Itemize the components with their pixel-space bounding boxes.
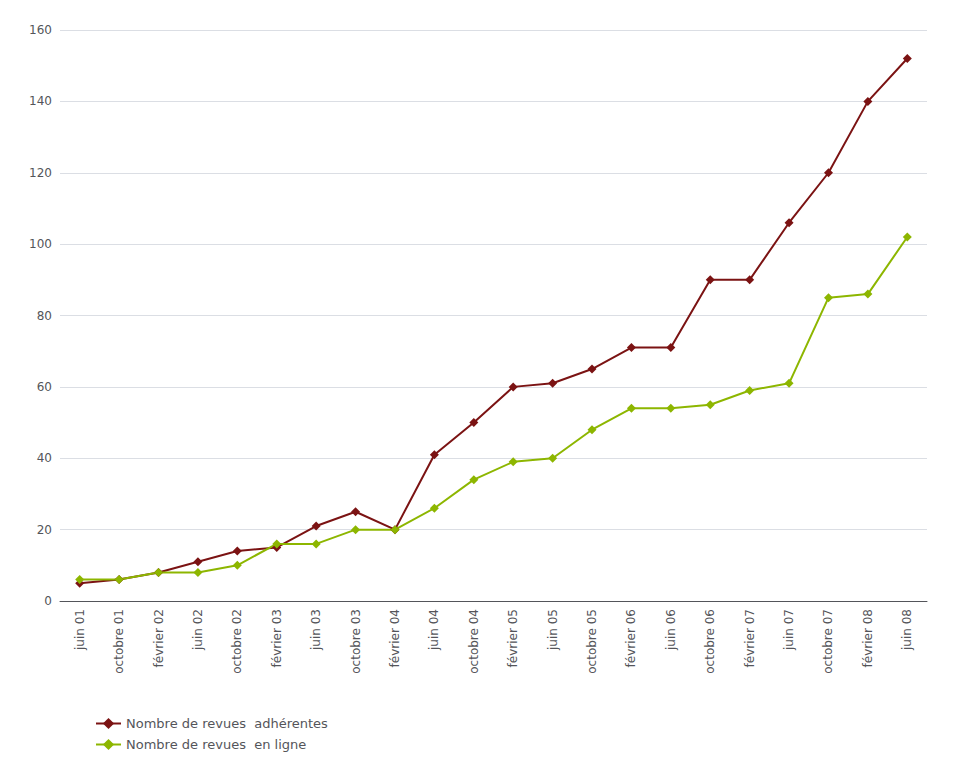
svg-text:juin 07: juin 07: [782, 609, 796, 651]
svg-text:février 06: février 06: [624, 609, 638, 667]
svg-text:octobre 01: octobre 01: [112, 609, 126, 674]
svg-text:Nombre de revues en ligne: Nombre de revues en ligne: [126, 737, 306, 752]
svg-text:octobre 06: octobre 06: [703, 609, 717, 674]
svg-text:février 07: février 07: [743, 609, 757, 667]
svg-text:juin 06: juin 06: [664, 609, 678, 651]
svg-text:120: 120: [29, 166, 52, 180]
svg-text:140: 140: [29, 94, 52, 108]
svg-text:février 05: février 05: [506, 609, 520, 667]
svg-text:octobre 02: octobre 02: [230, 609, 244, 674]
svg-text:0: 0: [44, 594, 52, 608]
svg-text:février 02: février 02: [152, 609, 166, 667]
svg-text:juin 02: juin 02: [191, 609, 205, 651]
svg-text:40: 40: [37, 451, 52, 465]
svg-text:février 04: février 04: [388, 609, 402, 667]
svg-text:80: 80: [37, 309, 52, 323]
svg-text:février 08: février 08: [861, 609, 875, 667]
svg-text:Nombre de revues adhérentes: Nombre de revues adhérentes: [126, 716, 328, 731]
svg-text:160: 160: [29, 23, 52, 37]
svg-text:20: 20: [37, 523, 52, 537]
svg-text:octobre 07: octobre 07: [821, 609, 835, 674]
svg-text:octobre 05: octobre 05: [585, 609, 599, 674]
svg-text:juin 01: juin 01: [73, 609, 87, 651]
svg-text:juin 03: juin 03: [309, 609, 323, 651]
svg-text:février 03: février 03: [270, 609, 284, 667]
svg-text:60: 60: [37, 380, 52, 394]
svg-text:octobre 03: octobre 03: [349, 609, 363, 674]
svg-text:octobre 04: octobre 04: [467, 609, 481, 674]
svg-text:juin 08: juin 08: [900, 609, 914, 651]
svg-text:juin 04: juin 04: [427, 609, 441, 651]
svg-text:juin 05: juin 05: [546, 609, 560, 651]
svg-text:100: 100: [29, 237, 52, 251]
